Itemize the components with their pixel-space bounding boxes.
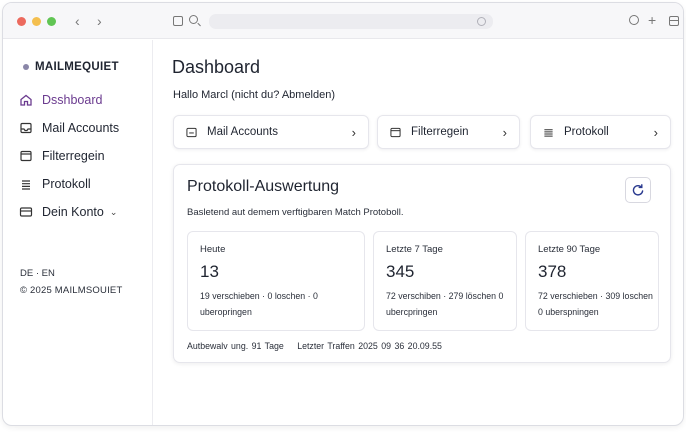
back-arrow-icon[interactable]: ‹ bbox=[75, 13, 80, 29]
stat-label: Letzte 7 Tage bbox=[386, 244, 443, 255]
browser-window: ‹ › + MAILMEQUIET Dsshboard Mail Account… bbox=[2, 2, 684, 426]
brand-name: MAILMEQUIET bbox=[35, 61, 119, 73]
stat-label: Heute bbox=[200, 244, 226, 255]
copyright: © 2025 MAILMSOUIET bbox=[20, 285, 123, 296]
list-icon bbox=[22, 180, 30, 190]
last-run-info: Letzter Traffen 2025 09 36 20.09.55 bbox=[297, 341, 442, 351]
stat-detail: 72 verschiben · 279 löschen 0 ubercpring… bbox=[386, 291, 504, 317]
profile-icon[interactable] bbox=[629, 15, 639, 25]
protocol-summary-panel: Protokoll-Auswertung Basletend aut demem… bbox=[173, 164, 671, 363]
quick-link-mail-accounts[interactable]: Mail Accounts › bbox=[173, 115, 369, 149]
chevron-right-icon: › bbox=[502, 124, 507, 140]
stat-label: Letzte 90 Tage bbox=[538, 244, 601, 255]
close-window-button[interactable] bbox=[17, 17, 26, 26]
sidebar-item-label: Dsshboard bbox=[42, 93, 103, 107]
sidebar-toggle-icon[interactable] bbox=[669, 16, 679, 26]
inbox-icon bbox=[186, 127, 197, 137]
filter-icon bbox=[390, 127, 401, 137]
tab-overview-icon[interactable] bbox=[173, 16, 183, 26]
sidebar-item-label: Mail Accounts bbox=[42, 121, 120, 135]
quick-link-filter-rules[interactable]: Filterregein › bbox=[377, 115, 520, 149]
stat-detail: 19 verschieben · 0 loschen · 0 uberoprin… bbox=[200, 291, 318, 317]
language-switch[interactable]: DE · EN bbox=[20, 268, 55, 279]
quick-link-label: Filterregein bbox=[411, 126, 469, 138]
address-bar[interactable] bbox=[209, 14, 493, 29]
sidebar-item-filter-rules[interactable]: Filterregein bbox=[19, 142, 149, 170]
minimize-window-button[interactable] bbox=[32, 17, 41, 26]
browser-toolbar: ‹ › + bbox=[3, 3, 683, 39]
sidebar-item-protocol[interactable]: Protokoll bbox=[19, 170, 149, 198]
sidebar-item-account[interactable]: Dein Konto ⌄ bbox=[19, 198, 149, 226]
refresh-button[interactable] bbox=[625, 177, 651, 203]
quick-link-protocol[interactable]: Protokoll › bbox=[530, 115, 671, 149]
brand-logo-icon bbox=[23, 64, 29, 70]
forward-arrow-icon[interactable]: › bbox=[97, 13, 102, 29]
reload-icon[interactable] bbox=[477, 17, 486, 26]
sidebar-item-label: Protokoll bbox=[42, 177, 91, 191]
account-icon bbox=[19, 207, 33, 217]
new-tab-icon[interactable]: + bbox=[648, 12, 657, 28]
chevron-down-icon: ⌄ bbox=[109, 206, 118, 217]
brand: MAILMEQUIET bbox=[23, 61, 119, 73]
stat-detail: 72 verschieben · 309 loschen 0 uberspnin… bbox=[538, 291, 653, 317]
stat-card-today: Heute 13 19 verschieben · 0 loschen · 0 … bbox=[187, 231, 365, 331]
filter-icon bbox=[20, 150, 32, 162]
sidebar-item-label: Filterregein bbox=[42, 149, 105, 163]
panel-subtitle: Basletend aut demem verftigbaren Match P… bbox=[187, 207, 404, 218]
stat-value: 378 bbox=[538, 262, 567, 281]
refresh-icon bbox=[632, 184, 644, 196]
sidebar-item-label: Dein Konto bbox=[42, 205, 104, 219]
sidebar-nav: Dsshboard Mail Accounts Filterregein Pro… bbox=[19, 86, 149, 226]
sidebar-item-mail-accounts[interactable]: Mail Accounts bbox=[19, 114, 149, 142]
stat-value: 345 bbox=[386, 262, 415, 281]
chevron-right-icon: › bbox=[653, 124, 658, 140]
panel-title: Protokoll-Auswertung bbox=[187, 178, 340, 195]
retention-info: Autbewalv ung. 91 Tage bbox=[187, 341, 284, 351]
sidebar-item-dashboard[interactable]: Dsshboard bbox=[19, 86, 149, 114]
search-icon[interactable] bbox=[189, 15, 198, 24]
quick-link-label: Mail Accounts bbox=[207, 126, 278, 138]
chevron-right-icon: › bbox=[351, 124, 356, 140]
page-title: Dashboard bbox=[172, 57, 261, 77]
stat-value: 13 bbox=[200, 262, 219, 281]
list-icon bbox=[544, 128, 553, 137]
quick-link-label: Protokoll bbox=[564, 126, 609, 138]
stat-card-90-days: Letzte 90 Tage 378 72 verschieben · 309 … bbox=[525, 231, 659, 331]
inbox-icon bbox=[20, 122, 32, 134]
sidebar: MAILMEQUIET Dsshboard Mail Accounts Filt… bbox=[3, 40, 153, 425]
greeting[interactable]: Hallo Marcl (nicht du? Abmelden) bbox=[173, 89, 336, 101]
maximize-window-button[interactable] bbox=[47, 17, 56, 26]
stat-card-7-days: Letzte 7 Tage 345 72 verschiben · 279 lö… bbox=[373, 231, 517, 331]
panel-footer: Autbewalv ung. 91 Tage Letzter Traffen 2… bbox=[187, 341, 442, 351]
home-icon bbox=[20, 94, 32, 106]
